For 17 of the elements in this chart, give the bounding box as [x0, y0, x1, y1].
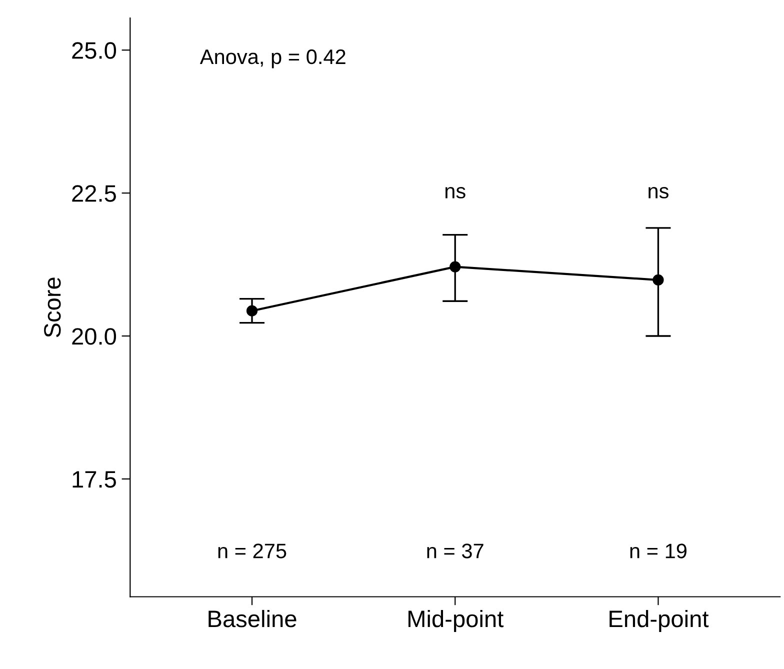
x-tick-label: Mid-point	[408, 610, 504, 632]
y-tick-label: 22.5	[72, 185, 116, 202]
point	[450, 261, 461, 272]
point	[652, 274, 664, 286]
annotation: n = 275	[218, 544, 286, 558]
annotation: Anova, p = 0.42	[200, 49, 346, 68]
annotation: n = 19	[630, 544, 686, 558]
x-tick-label: Baseline	[208, 610, 296, 628]
annotation: ns	[445, 187, 466, 198]
x-tick-label: End-point	[610, 610, 709, 632]
y-axis-title: Score	[44, 278, 61, 338]
point	[246, 305, 258, 316]
y-tick-label: 17.5	[72, 471, 116, 488]
y-tick-label: 25.0	[72, 42, 116, 59]
annotation: n = 37	[427, 544, 484, 558]
annotation: ns	[648, 187, 668, 198]
y-tick-label: 20.0	[72, 328, 116, 345]
